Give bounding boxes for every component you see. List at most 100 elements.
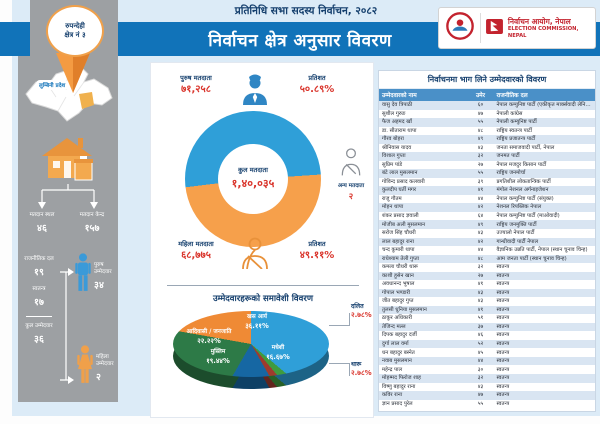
candidate-name: सरोज सिंह चौधरी xyxy=(382,230,416,237)
divider xyxy=(167,285,359,286)
candidate-age: ४४ xyxy=(477,358,484,365)
candidate-name: अवधानन्द भूषाल xyxy=(382,281,415,288)
candidate-party: स्वतन्त्र xyxy=(496,392,510,399)
candidate-name: ठाकुर अधिकारी xyxy=(382,315,413,322)
male-candidates-stat: पुरुष उम्मेदवार ३४ xyxy=(94,262,118,291)
total-voters-label: कुल मतदाता xyxy=(238,166,268,175)
candidate-name: विष्णु बहादुर राना xyxy=(382,383,416,390)
table-row: धन बहादुर बस्नेत ४५ स्वतन्त्र xyxy=(379,348,595,357)
logo-divider xyxy=(480,13,481,43)
candidates-table: उम्मेदवारको नाम उमेर राजनीतिक दल वासु दे… xyxy=(379,89,595,408)
table-row: मोहम्मद फिरोज शाह ३२ स्वतन्त्र xyxy=(379,374,595,383)
candidate-age: ४१ xyxy=(477,306,484,313)
table-row: दुर्गा लाल वर्मा ५२ स्वतन्त्र xyxy=(379,339,595,349)
table-row: फैज अहमद खाँ ५५ नेपाली कम्युनिष्ट पार्टी xyxy=(379,118,595,127)
table-row: शंकर प्रसाद ज्ञवाली ६४ नेपाल कम्युनिष्ट पा… xyxy=(379,212,595,221)
candidate-breakdown: राजनीतिक दल १९ स्वतन्त्र १७ कुल उम्मेदवा… xyxy=(18,256,60,353)
female-percent-value: ४९.११% xyxy=(299,249,335,261)
candidate-name: तुलसी धुनिया मुसलमान xyxy=(382,306,427,313)
candidate-party: स्वतन्त्र xyxy=(496,349,510,356)
other-voters-stat: अन्य मतदाता २ xyxy=(331,147,371,202)
candidate-age: ६४ xyxy=(477,213,484,219)
table-row: तुलसी धुनिया मुसलमान ४१ स्वतन्त्र xyxy=(379,305,595,315)
candidate-name: महेन्द्र पाल xyxy=(382,366,403,373)
table-row: कमला चौधरी थारू ३२ स्वतन्त्र xyxy=(379,263,595,272)
table-row: सुप्रिम पांडे २७ नेपाल मजदुर किसान पार्टी xyxy=(379,161,595,170)
candidate-age: ४२ xyxy=(477,204,484,211)
candidate-party: जनता समाजवादी पार्टी, नेपाल xyxy=(496,144,555,151)
candidate-age: ४१ xyxy=(477,187,484,194)
candidate-name: मोजीब अली मुसलमान xyxy=(382,221,426,228)
candidate-name: नवाब मुसलमान xyxy=(382,358,412,365)
candidate-party: स्वतन्त्र xyxy=(496,340,510,347)
candidate-party: नेपाली कांग्रेस xyxy=(496,110,523,117)
candidate-table-body: वासु देव त्रिपाठी ६० नेपाल कम्युनिष्ट पार्… xyxy=(379,101,595,408)
callout-line-tharu xyxy=(329,363,350,376)
table-row: जीत बहादुर गुप्त ४३ स्वतन्त्र xyxy=(379,297,595,306)
candidate-name: कविर राना xyxy=(382,392,403,399)
candidate-age: ४५ xyxy=(477,349,484,356)
table-row: विशाल गुप्ता ३२ जनमत पार्टी xyxy=(379,152,595,161)
table-row: राजु गौतम ४४ नेपाल कम्युनिष्ट पार्टी (संयु… xyxy=(379,195,595,204)
independent-label: स्वतन्त्र xyxy=(32,285,46,292)
pie-label-madheshi: मधेशी १६.६७% xyxy=(266,345,290,361)
candidate-party: आम जनता पार्टी (स्थान चुनाव चिन्ह) xyxy=(496,255,567,262)
parties-value: १९ xyxy=(34,266,44,278)
candidate-name: चन्द कुमारी थापा xyxy=(382,247,415,254)
table-row: ज्ञान प्रसाद पुरेल ५५ स्वतन्त्र xyxy=(379,400,595,409)
donut-center: कुल मतदाता १,४०,०३५ xyxy=(218,144,288,214)
candidate-party: मंगोल नेशनल अर्गनाइजेशन xyxy=(496,187,549,194)
column-header-party: राजनीतिक दल xyxy=(493,89,595,101)
candidate-age: ४३ xyxy=(477,289,484,296)
table-row: कविर राना ४७ स्वतन्त्र xyxy=(379,391,595,400)
table-row: वासु देव त्रिपाठी ६० नेपाल कम्युनिष्ट पार्… xyxy=(379,101,595,110)
male-percent-label: प्रतिशत xyxy=(308,74,326,82)
candidate-name: श्रीनिवास यादव xyxy=(382,144,412,151)
candidate-name: राधेश्याम तेली गुप्ता xyxy=(382,255,420,262)
candidate-name: बंटे लाल मुसलमान xyxy=(382,170,418,177)
candidate-age: ४६ xyxy=(477,332,484,339)
table-row: महेन्द्र पाल ३० स्वतन्त्र xyxy=(379,365,595,374)
split-arrows xyxy=(22,184,114,214)
candidate-name: कुलदीप घर्ती मगर xyxy=(382,187,417,194)
polling-place-stat: मतदान स्थल ४६ xyxy=(18,212,66,234)
candidate-name: दिपक बहादुर दर्जी xyxy=(382,332,417,339)
candidate-age: ४४ xyxy=(477,247,484,254)
candidate-party: नेपाल कम्युनिष्ट पार्टी (संयुक्त) xyxy=(496,195,554,202)
female-voters-label: महिला मतदाता xyxy=(178,240,214,248)
candidate-name: गोविन्द प्रसाद कलवारी xyxy=(382,178,425,185)
divider xyxy=(26,315,52,317)
male-candidates-value: ३४ xyxy=(94,280,104,292)
polling-center-stat: मतदान केन्द्र १५७ xyxy=(68,212,116,234)
table-row: तेजिन्द मल्ल ३७ स्वतन्त्र xyxy=(379,322,595,332)
candidate-name: काशी हुसेन खान xyxy=(382,272,414,279)
candidate-party: प्रगतिशील लोकतान्त्रिक पार्टी xyxy=(496,178,551,185)
male-voter-icon xyxy=(239,71,271,109)
male-voters-label: पुरुष मतदाता xyxy=(180,74,212,82)
table-row: मोहन थापा ४२ नेशनल रिपब्लिक नेपाल xyxy=(379,203,595,212)
table-row: श्रीनिवास यादव ४३ जनता समाजवादी पार्टी, ने… xyxy=(379,144,595,153)
pie-callout-dalit: दलित २.७८% xyxy=(351,303,372,319)
table-header-row: उम्मेदवारको नाम उमेर राजनीतिक दल xyxy=(379,89,595,101)
female-candidates-label: महिला उम्मेदवार xyxy=(96,354,114,368)
female-voters-percent: प्रतिशत ४९.११% xyxy=(289,240,345,262)
candidate-age: ४३ xyxy=(477,230,484,237)
polling-center-value: १५७ xyxy=(84,222,100,234)
province-map xyxy=(22,64,114,128)
table-row: कुलदीप घर्ती मगर ४१ मंगोल नेशनल अर्गनाइजेश… xyxy=(379,186,595,195)
candidate-name: विशाल गुप्ता xyxy=(382,153,406,160)
constituency-number: क्षेत्र नं ३ xyxy=(64,31,86,39)
district-name: रुपन्देही xyxy=(65,21,85,30)
candidate-name: तेजिन्द मल्ल xyxy=(382,323,406,330)
table-row: सुशील गुरुङ ४७ नेपाली कांग्रेस xyxy=(379,110,595,119)
pie-face xyxy=(173,311,329,377)
candidate-name: ज्ञान प्रसाद पुरेल xyxy=(382,400,413,407)
map-pin-icon xyxy=(56,53,90,97)
inclusive-pie-chart: खस आर्य ३६.११% आदिवासी / जनजाति २२.२२% म… xyxy=(173,311,329,397)
candidate-party: वैज्ञानिक उन्नति पार्टी, नेपाल (स्थान चु… xyxy=(496,247,588,254)
table-row: गौरव बोहरा ४९ राष्ट्रिय प्रजातन्त्र पार्टी xyxy=(379,135,595,144)
table-row: मोजीब अली मुसलमान ४९ राष्ट्रिय जनमुक्ति पा… xyxy=(379,220,595,229)
candidate-party: स्वतन्त्र xyxy=(496,366,510,373)
candidate-party: जनमत पार्टी xyxy=(496,153,520,160)
bracket-arrows xyxy=(58,262,74,398)
